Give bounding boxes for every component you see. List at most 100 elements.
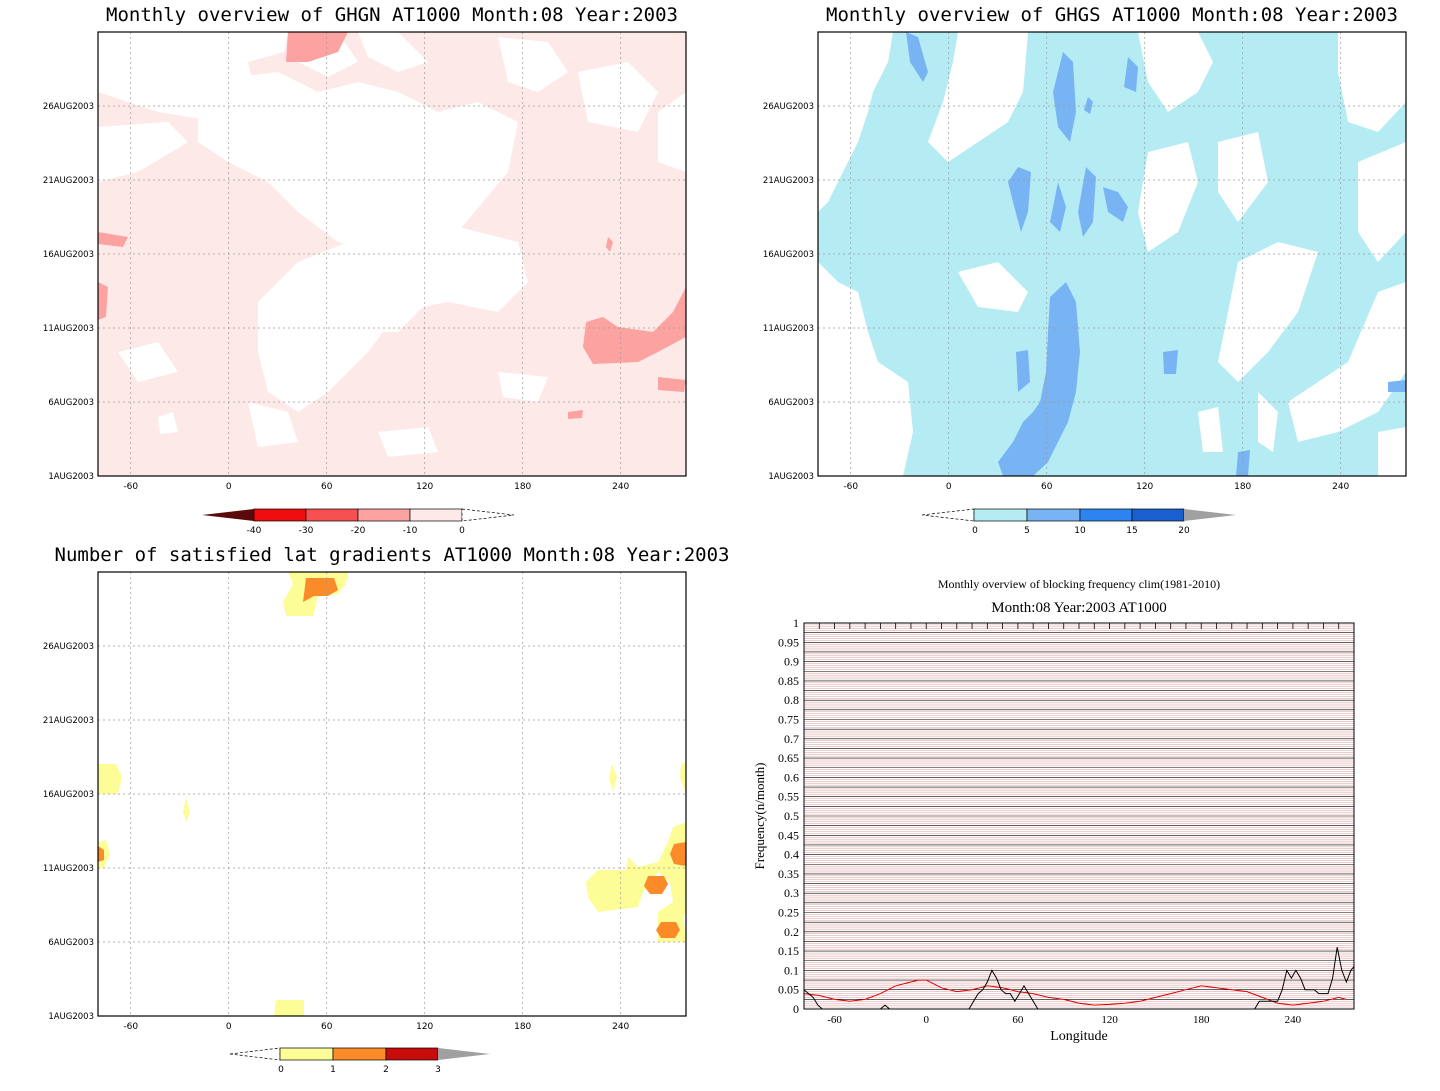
colorbar-under-triangle [202, 509, 254, 521]
ghgn-title: Monthly overview of GHGN AT1000 Month:08… [106, 4, 678, 26]
y-tick-label: 26AUG2003 [43, 642, 94, 652]
colorbar-label: 15 [1126, 526, 1137, 536]
ghgs-blue-regions [906, 32, 1406, 476]
colorbar-swatch [332, 1047, 387, 1061]
colorbar-label: -40 [247, 526, 262, 536]
x-tick-label: 180 [1234, 482, 1251, 492]
panel-ghgn: Monthly overview of GHGN AT1000 Month:08… [43, 4, 687, 536]
y-tick-label: 26AUG2003 [763, 102, 814, 112]
frequency-x-axis-label: Longitude [1050, 1029, 1108, 1044]
colorbar-label: 0 [972, 526, 978, 536]
ghgn-x-tick-labels: -60 0 60 120 180 240 [123, 482, 629, 492]
y-tick-label: 16AUG2003 [763, 250, 814, 260]
y-tick-label: 0.25 [778, 906, 799, 920]
y-tick-label: 0.15 [778, 944, 799, 958]
x-tick-label: -60 [123, 1022, 138, 1032]
y-tick-label: 0.7 [784, 732, 799, 746]
colorbar-swatch [357, 508, 411, 522]
y-tick-label: 0.05 [778, 983, 799, 997]
frequency-x-tick-labels: -60 0 60 120 180 240 [827, 1014, 1301, 1026]
ghgs-y-tick-labels: 1AUG2003 6AUG2003 11AUG2003 16AUG2003 21… [763, 102, 814, 482]
y-tick-label: 0.4 [784, 848, 799, 862]
x-tick-label: -60 [827, 1014, 842, 1026]
y-tick-label: 1 [793, 616, 799, 630]
lat-gradients-plot-frame [97, 571, 687, 1017]
colorbar-swatch [385, 1047, 439, 1061]
y-tick-label: 11AUG2003 [43, 864, 94, 874]
x-tick-label: -60 [123, 482, 138, 492]
y-tick-label: 0.1 [784, 963, 799, 977]
y-tick-label: 0.85 [778, 674, 799, 688]
colorbar-label: 2 [383, 1065, 389, 1075]
x-tick-label: 240 [612, 482, 629, 492]
y-tick-label: 6AUG2003 [48, 398, 94, 408]
y-tick-label: 16AUG2003 [43, 250, 94, 260]
panel-lat-gradients: Number of satisfied lat gradients AT1000… [43, 544, 730, 1075]
colorbar-label: 0 [459, 526, 465, 536]
x-tick-label: -60 [843, 482, 858, 492]
colorbar-label: 1 [330, 1065, 336, 1075]
x-tick-label: 240 [1332, 482, 1349, 492]
colorbar-label: 3 [435, 1065, 441, 1075]
ghgn-plot-frame [97, 31, 687, 477]
colorbar-label: -20 [351, 526, 366, 536]
x-tick-label: 120 [1136, 482, 1153, 492]
y-tick-label: 1AUG2003 [48, 1012, 94, 1022]
colorbar-over-triangle [1184, 509, 1236, 521]
colorbar-label: 20 [1178, 526, 1190, 536]
lat-gradients-gridlines [98, 572, 686, 1016]
y-tick-label: 21AUG2003 [43, 176, 94, 186]
colorbar-swatch [409, 508, 463, 522]
y-tick-label: 0.45 [778, 828, 799, 842]
frequency-subtitle: Month:08 Year:2003 AT1000 [991, 600, 1166, 616]
y-tick-label: 0.6 [784, 770, 799, 784]
y-tick-label: 0.65 [778, 751, 799, 765]
frequency-hatch-lines [804, 624, 1354, 1008]
y-tick-label: 21AUG2003 [43, 716, 94, 726]
lat-gradients-colorbar: 0 1 2 3 [229, 1047, 490, 1075]
ghgn-y-tick-labels: 1AUG2003 6AUG2003 11AUG2003 16AUG2003 21… [43, 102, 94, 482]
y-tick-label: 0.55 [778, 790, 799, 804]
panel-ghgs: Monthly overview of GHGS AT1000 Month:08… [763, 4, 1407, 536]
y-tick-label: 0.8 [784, 693, 799, 707]
panel-blocking-frequency: Monthly overview of blocking frequency c… [752, 577, 1355, 1044]
colorbar-label: -10 [403, 526, 418, 536]
colorbar-swatch [973, 508, 1028, 522]
x-tick-label: 120 [1101, 1014, 1118, 1026]
x-tick-label: 240 [612, 1022, 629, 1032]
colorbar-label: 0 [278, 1065, 284, 1075]
x-tick-label: 60 [321, 482, 333, 492]
ghgs-plot-frame [817, 31, 1407, 477]
y-tick-label: 0.5 [784, 809, 799, 823]
colorbar-label: -30 [299, 526, 314, 536]
frequency-y-tick-labels: 0 0.05 0.1 0.15 0.2 0.25 0.3 0.35 0.4 0.45 0.5 0.55… [778, 616, 799, 1016]
x-tick-label: 60 [321, 1022, 333, 1032]
y-tick-label: 0.95 [778, 635, 799, 649]
y-tick-label: 11AUG2003 [763, 324, 814, 334]
y-tick-label: 26AUG2003 [43, 102, 94, 112]
ghgs-x-tick-labels: -60 0 60 120 180 240 [843, 482, 1349, 492]
y-tick-label: 21AUG2003 [763, 176, 814, 186]
y-tick-label: 0.75 [778, 713, 799, 727]
colorbar-label: 10 [1074, 526, 1086, 536]
y-tick-label: 1AUG2003 [48, 472, 94, 482]
y-tick-label: 0.2 [784, 925, 799, 939]
climatology-line [803, 979, 1347, 1006]
colorbar-swatch [1079, 508, 1133, 522]
x-tick-label: 180 [514, 1022, 531, 1032]
frequency-plot-frame [803, 622, 1355, 1010]
colorbar-over-triangle [438, 1048, 490, 1060]
y-tick-label: 11AUG2003 [43, 324, 94, 334]
current-frequency-line [803, 947, 1355, 1010]
x-tick-label: 60 [1012, 1014, 1024, 1026]
x-tick-label: 180 [1193, 1014, 1210, 1026]
y-tick-label: 0.35 [778, 867, 799, 881]
lat-gradients-orange-regions [98, 578, 686, 938]
lat-gradients-x-tick-labels: -60 0 60 120 180 240 [123, 1022, 629, 1032]
x-tick-label: 0 [923, 1014, 929, 1026]
colorbar-under-triangle [921, 508, 975, 522]
frequency-title: Monthly overview of blocking frequency c… [938, 577, 1220, 591]
colorbar-label: 5 [1024, 526, 1030, 536]
x-tick-label: 60 [1041, 482, 1053, 492]
y-tick-label: 6AUG2003 [768, 398, 814, 408]
